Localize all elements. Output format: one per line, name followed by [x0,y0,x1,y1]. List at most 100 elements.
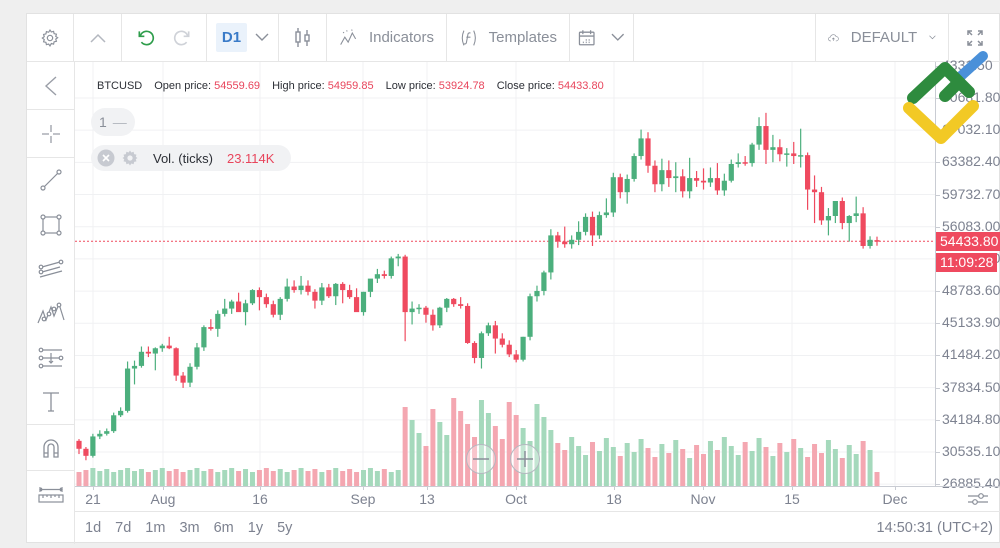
sidebar-item-channel[interactable] [27,247,74,292]
sidebar-item-fibonacci[interactable] [27,336,74,381]
open-value: 54559.69 [214,80,261,92]
zoom-in-button[interactable] [510,444,540,474]
sidebar-back-button[interactable] [27,62,74,110]
price-tick [935,355,940,357]
price-tick [935,226,940,228]
price-label: 59732.70 [942,185,1000,202]
top-toolbar: D1 Indicators Templates DEFAULT [27,14,1000,62]
history-controls [122,14,207,61]
settings-button[interactable] [27,14,74,61]
high-label: High price: [272,80,325,92]
indicator-name: Vol. (ticks) [153,150,213,166]
trend-line-icon [39,169,62,191]
undo-icon[interactable] [136,28,156,48]
candlestick-icon [294,27,310,47]
function-icon [461,29,476,46]
cloud-upload-icon [828,33,839,41]
brand-logo [903,51,988,144]
price-label: 41484.20 [942,346,1000,363]
time-label: 15 [784,491,800,507]
price-label: 45133.90 [942,314,1000,331]
time-axis[interactable]: 21 Aug 16 Sep 13 Oct 18 Nov 15 Dec [75,486,1000,512]
time-label: 18 [606,491,622,507]
time-label: Dec [882,491,908,507]
price-label: 26885.40 [942,475,1000,492]
indicators-icon [340,28,357,45]
sidebar-item-rectangle[interactable] [27,203,74,248]
channel-icon [38,259,63,278]
price-tick [935,194,940,196]
price-axis[interactable]: 4331.5070681.8067032.1063382.4059732.705… [935,57,1000,491]
magnet-icon [42,438,59,458]
indicators-label: Indicators [368,29,434,46]
candlestick-chart[interactable] [75,62,935,486]
close-icon[interactable] [97,149,115,167]
close-value: 54433.80 [557,80,604,92]
templates-button[interactable]: Templates [447,14,570,61]
crosshair-icon [41,124,60,143]
time-tick [93,486,94,490]
calendar-button[interactable] [570,14,634,61]
price-tick [935,291,940,293]
chevron-left-icon [44,75,56,96]
chart-type-button[interactable] [279,14,327,61]
range-button-7d[interactable]: 7d [115,520,132,536]
collapse-toolbar-button[interactable] [74,14,122,61]
axis-settings-icon[interactable] [967,491,989,507]
sidebar-item-ruler[interactable] [27,471,74,517]
chart-canvas[interactable]: BTCUSD Open price: 54559.69 High price: … [75,62,935,486]
time-tick [363,486,364,490]
time-label: Aug [150,491,176,507]
range-buttons: 1d 7d 1m 3m 6m 1y 5y [75,520,292,536]
clock: 14:50:31 (UTC+2) [876,520,993,536]
open-label: Open price: [154,80,212,92]
time-tick [614,486,615,490]
sidebar-item-text[interactable] [27,381,74,425]
range-button-1m[interactable]: 1m [145,520,166,536]
timeframe-selector[interactable]: D1 [207,14,279,61]
range-button-3m[interactable]: 3m [179,520,200,536]
time-label: Oct [505,491,527,507]
range-bar: 1d 7d 1m 3m 6m 1y 5y 14:50:31 (UTC+2) [75,512,1000,544]
price-tick [935,162,940,164]
price-tick [935,452,940,453]
gear-icon [41,28,59,47]
price-label: 34184.80 [942,410,1000,427]
pane-collapse-pill[interactable]: 1 — [91,108,135,136]
time-tick [260,486,261,490]
price-label: 48783.60 [942,282,1000,299]
indicators-button[interactable]: Indicators [327,14,447,61]
price-label: 37834.50 [942,378,1000,395]
sidebar-item-magnet[interactable] [27,425,74,471]
time-tick [163,486,164,490]
sidebar-item-crosshair[interactable] [27,110,74,158]
close-label: Close price: [496,80,555,92]
time-label: Sep [350,491,376,507]
layout-label: DEFAULT [850,29,918,46]
sidebar-item-pattern[interactable] [27,292,74,337]
range-button-1y[interactable]: 1y [247,520,264,536]
range-button-6m[interactable]: 6m [213,520,234,536]
collapse-icon[interactable]: — [112,114,127,130]
chevron-down-icon [255,33,269,41]
plus-icon [517,451,533,467]
redo-icon[interactable] [172,28,192,48]
chevron-up-icon [89,33,106,43]
fullscreen-button[interactable] [949,14,1000,61]
time-label: 21 [85,491,101,507]
range-button-5y[interactable]: 5y [277,520,293,536]
layout-selector[interactable]: DEFAULT [816,14,949,61]
price-tick [935,387,940,389]
pane-index: 1 [99,114,107,130]
gear-icon[interactable] [121,149,139,167]
text-icon [42,392,59,412]
sidebar-item-trend-line[interactable] [27,158,74,203]
price-tick [935,65,940,67]
trading-terminal: D1 Indicators Templates DEFAULT [26,13,1000,544]
range-button-1d[interactable]: 1d [85,520,102,536]
time-label: Nov [690,491,716,507]
time-tick [516,486,517,490]
zoom-out-button[interactable] [466,444,496,474]
time-tick [703,486,704,490]
time-tick [792,486,793,490]
